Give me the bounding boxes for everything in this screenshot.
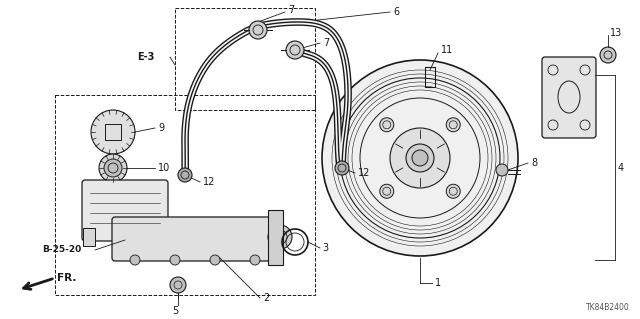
Text: 2: 2 [263,293,269,303]
Text: 12: 12 [358,168,371,178]
Circle shape [91,110,135,154]
Bar [175,8,315,110]
Circle shape [250,255,260,265]
Text: 10: 10 [158,163,170,173]
Circle shape [446,184,460,198]
Text: 13: 13 [610,28,622,38]
Text: 7: 7 [323,38,329,48]
Text: 11: 11 [441,45,453,55]
Circle shape [286,41,304,59]
Text: 9: 9 [158,123,164,133]
Text: 12: 12 [203,177,216,187]
Text: 3: 3 [322,243,328,253]
Bar [105,124,121,140]
Text: 5: 5 [172,306,178,316]
Circle shape [99,154,127,182]
Text: 6: 6 [393,7,399,17]
FancyBboxPatch shape [82,180,168,241]
Bar [268,210,283,265]
FancyBboxPatch shape [542,57,596,138]
Circle shape [600,47,616,63]
Circle shape [210,255,220,265]
Text: 8: 8 [531,158,537,168]
Circle shape [178,168,192,182]
Circle shape [496,164,508,176]
Circle shape [170,255,180,265]
Circle shape [170,277,186,293]
Circle shape [335,161,349,175]
Circle shape [249,21,267,39]
Text: 7: 7 [288,5,294,15]
Circle shape [406,144,434,172]
Circle shape [104,159,122,177]
Text: E-3: E-3 [138,52,155,62]
Text: 4: 4 [618,163,624,173]
Bar [83,228,95,246]
Circle shape [446,118,460,132]
Bar [55,95,315,295]
Circle shape [412,150,428,166]
Circle shape [322,60,518,256]
Text: B-25-20: B-25-20 [42,246,81,255]
Text: FR.: FR. [57,273,76,283]
Circle shape [390,128,450,188]
FancyBboxPatch shape [112,217,273,261]
Circle shape [130,255,140,265]
Circle shape [380,118,394,132]
Circle shape [268,225,292,249]
Circle shape [380,184,394,198]
Text: TK84B2400: TK84B2400 [586,303,630,312]
Text: 1: 1 [435,278,441,288]
